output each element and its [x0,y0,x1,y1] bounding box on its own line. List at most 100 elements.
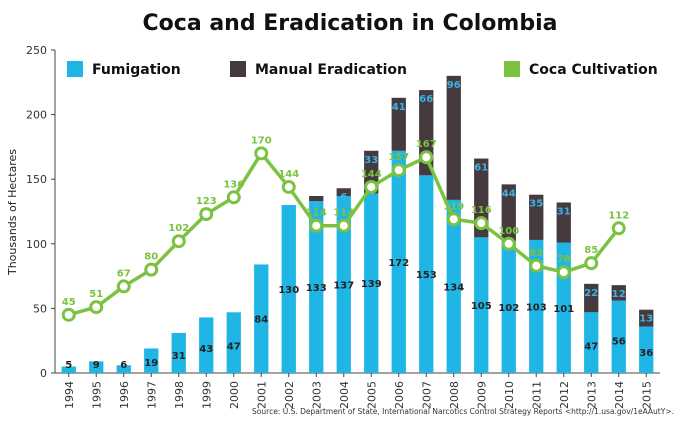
coca-cultivation-point [501,236,516,251]
label-coca-cultivation: 144 [361,169,382,180]
x-tick-label: 2005 [365,381,378,409]
label-fumigation: 133 [306,283,327,294]
coca-cultivation-point [61,307,76,322]
label-coca-cultivation: 67 [117,268,131,279]
x-tick-label: 2015 [640,381,653,409]
y-tick-label: 100 [26,238,47,251]
coca-cultivation-point [199,207,214,222]
label-fumigation: 9 [93,360,100,371]
label-coca-cultivation: 170 [251,135,272,146]
source-note: Source: U.S. Department of State, Intern… [252,407,674,416]
bar-fumigation [89,361,104,373]
coca-cultivation-point [254,146,269,161]
legend-swatch-fumigation [67,61,83,77]
bar-fumigation [309,201,324,373]
label-coca-cultivation: 78 [557,254,571,265]
label-manual-eradication: 66 [419,94,433,105]
bar-fumigation [446,199,461,373]
legend: Fumigation Manual Eradication Coca Culti… [67,61,658,78]
label-coca-cultivation: 45 [62,297,76,308]
x-tick-label: 1994 [63,381,76,409]
x-tick-label: 2001 [255,381,268,409]
bar-fumigation [336,195,351,373]
label-fumigation: 137 [333,280,354,291]
label-manual-eradication: 6 [340,192,347,203]
legend-swatch-coca-cultivation [504,61,520,77]
x-tick-label: 2014 [613,381,626,409]
y-tick-label: 150 [26,173,47,186]
coca-cultivation-point [309,218,324,233]
x-tick-label: 1995 [90,381,103,409]
label-coca-cultivation: 51 [89,289,103,300]
label-coca-cultivation: 114 [333,208,354,219]
coca-cultivation-point [226,190,241,205]
bar-fumigation [611,300,626,373]
legend-label-fumigation: Fumigation [92,62,181,78]
chart-title: Coca and Eradication in Colombia [143,11,558,36]
label-coca-cultivation: 85 [584,245,598,256]
coca-cultivation-point [336,218,351,233]
bar-fumigation [281,205,296,373]
bar-fumigation [254,264,269,373]
x-tick-label: 2008 [448,381,461,409]
label-coca-cultivation: 144 [278,169,299,180]
label-coca-cultivation: 119 [443,201,464,212]
legend-label-coca-cultivation: Coca Cultivation [529,62,658,78]
label-fumigation: 6 [120,360,127,371]
bar-manual-eradication [391,97,406,151]
label-manual-eradication: 31 [557,206,571,217]
bar-manual-eradication [556,202,571,243]
bar-fumigation [61,366,76,373]
label-coca-cultivation: 136 [223,179,244,190]
bar-fumigation [584,312,599,373]
label-fumigation: 19 [144,358,158,369]
bar-manual-eradication [584,283,599,313]
y-tick-label: 200 [26,109,47,122]
label-manual-eradication: 22 [584,288,598,299]
label-fumigation: 47 [227,342,241,353]
x-tick-label: 1997 [145,381,158,409]
coca-cultivation-point [584,256,599,271]
bar-fumigation [116,365,131,373]
y-tick-label: 50 [33,302,47,315]
label-manual-eradication: 12 [612,289,626,300]
coca-cultivation-line [61,146,626,322]
bar-fumigation [364,193,379,373]
label-manual-eradication: 13 [639,314,653,325]
label-coca-cultivation: 83 [529,248,543,259]
label-coca-cultivation: 116 [471,205,492,216]
bar-fumigation [639,326,654,373]
x-tick-label: 1999 [200,381,213,409]
x-tick-label: 2011 [530,381,543,409]
bar-fumigation [419,175,434,373]
label-manual-eradication: 33 [364,155,378,166]
x-tick-label: 2009 [475,381,488,409]
label-fumigation: 103 [526,302,547,313]
label-manual-eradication: 61 [474,163,488,174]
label-manual-eradication: 41 [392,102,406,113]
coca-cultivation-point [474,216,489,231]
coca-cultivation-point [446,212,461,227]
label-fumigation: 43 [199,344,213,355]
label-fumigation: 130 [278,285,299,296]
label-manual-eradication: 35 [529,199,543,210]
bar-manual-eradication [309,195,324,202]
bar-fumigation [474,237,489,373]
bar-manual-eradication [446,75,461,200]
y-tick-label: 0 [40,367,47,380]
label-fumigation: 134 [443,282,464,293]
x-tick-label: 1998 [173,381,186,409]
x-tick-label: 2000 [228,381,241,409]
label-fumigation: 105 [471,301,492,312]
coca-cultivation-point [419,150,434,165]
bars [61,75,654,373]
bar-fumigation [144,348,159,373]
label-manual-eradication: 44 [502,188,516,199]
coca-cultivation-point [116,279,131,294]
x-tick-label: 2003 [310,381,323,409]
label-coca-cultivation: 80 [144,252,158,263]
label-coca-cultivation: 157 [388,152,409,163]
label-fumigation: 36 [639,348,653,359]
